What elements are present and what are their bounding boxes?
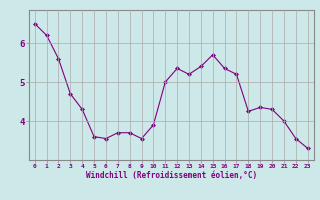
X-axis label: Windchill (Refroidissement éolien,°C): Windchill (Refroidissement éolien,°C) xyxy=(86,171,257,180)
